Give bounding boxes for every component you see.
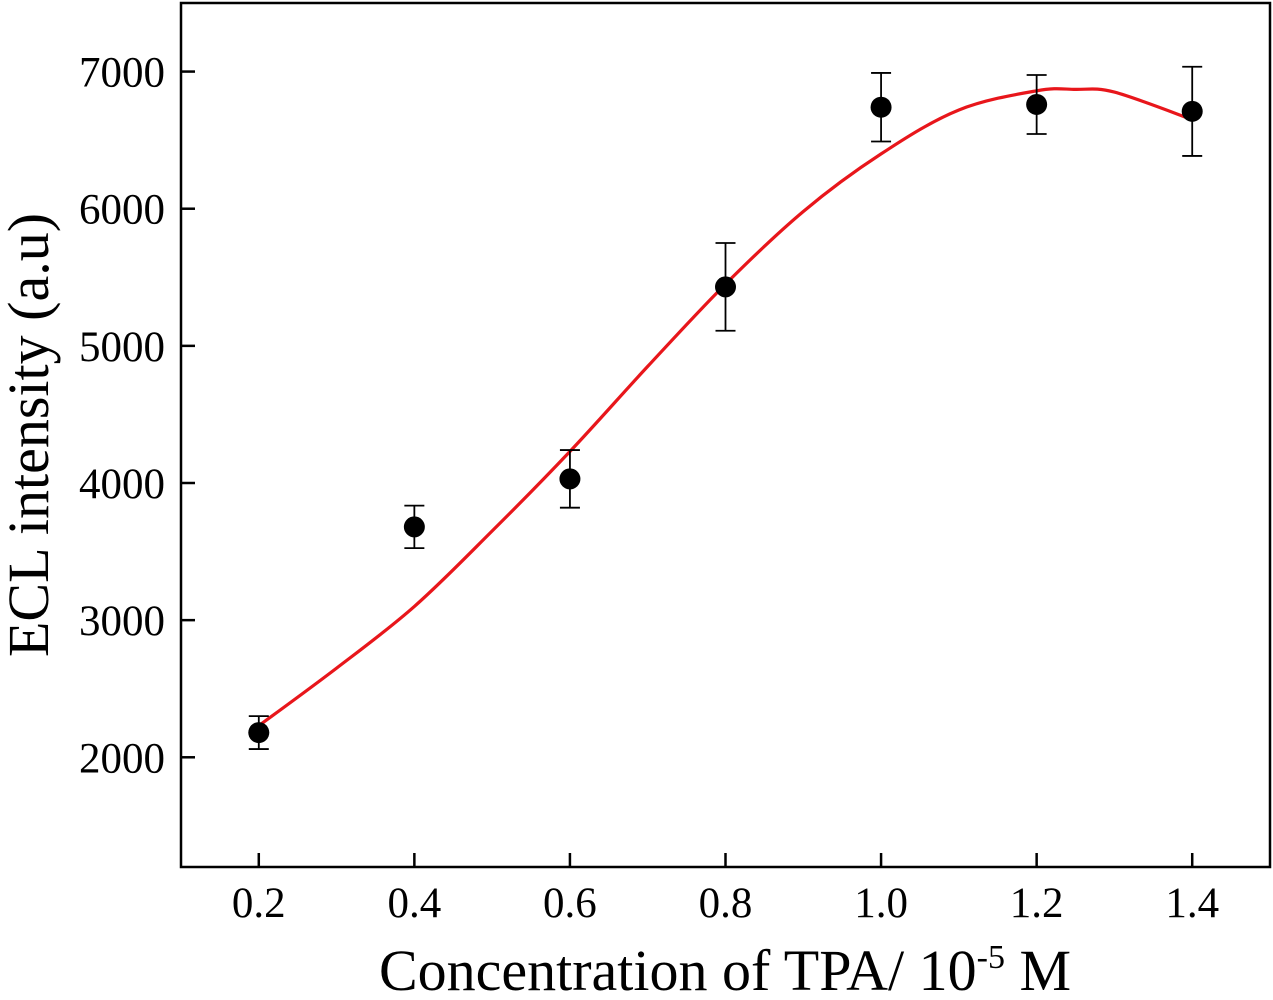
- data-point: [403, 516, 425, 538]
- y-axis-ticks: 2000 3000 4000 5000 6000 7000: [79, 50, 195, 782]
- x-tick-label: 0.6: [543, 880, 597, 927]
- x-axis-title: Concentration of TPA/ 10-5 M: [379, 938, 1071, 1000]
- data-point: [870, 96, 892, 118]
- data-point: [1026, 93, 1048, 115]
- y-tick-label: 3000: [79, 598, 165, 645]
- x-axis-ticks: 0.2 0.4 0.6 0.8 1.0 1.2 1.4: [232, 853, 1219, 927]
- y-axis-title: ECL intensity (a.u): [0, 213, 61, 657]
- data-point: [248, 722, 270, 744]
- x-axis-title-prefix: Concentration of TPA/ 10: [379, 938, 977, 1000]
- x-tick-label: 0.8: [699, 880, 753, 927]
- x-tick-label: 1.0: [854, 880, 908, 927]
- fit-curve-layer: [257, 87, 1193, 727]
- data-point: [1181, 100, 1203, 122]
- y-tick-label: 2000: [79, 735, 165, 782]
- error-bars-layer: [248, 65, 1203, 750]
- fit-curve-line: [257, 87, 1193, 727]
- y-tick-label: 5000: [79, 324, 165, 371]
- y-tick-label: 7000: [79, 50, 165, 97]
- data-point: [559, 468, 581, 490]
- x-tick-label: 1.2: [1010, 880, 1064, 927]
- x-tick-label: 1.4: [1165, 880, 1219, 927]
- x-tick-label: 0.2: [232, 880, 286, 927]
- y-tick-label: 4000: [79, 461, 165, 508]
- data-point: [715, 276, 736, 298]
- x-axis-title-superscript: -5: [977, 939, 1005, 976]
- x-tick-label: 0.4: [387, 880, 441, 927]
- y-tick-label: 6000: [79, 187, 165, 234]
- x-axis-title-suffix: M: [1005, 938, 1071, 1000]
- data-points-layer: [248, 93, 1203, 744]
- plot-frame: [179, 1, 1272, 869]
